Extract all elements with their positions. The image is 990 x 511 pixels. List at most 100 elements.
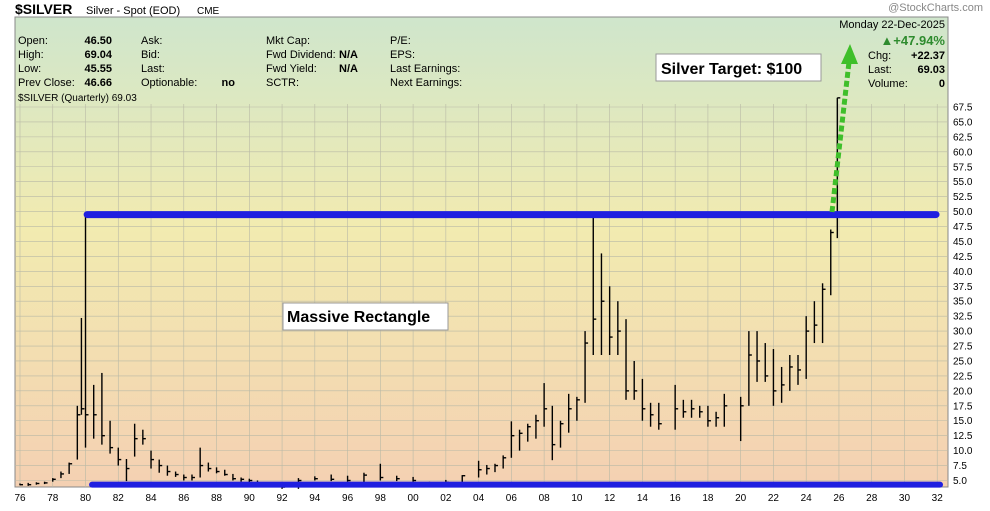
x-tick-label: 12 — [604, 493, 616, 504]
price-bar — [199, 447, 204, 478]
price-bar — [158, 459, 163, 473]
y-tick-label: 50.0 — [953, 207, 973, 218]
info-value: no — [222, 77, 236, 89]
massive-rectangle-label: Massive Rectangle — [287, 309, 430, 326]
y-tick-label: 67.5 — [953, 103, 973, 114]
x-tick-label: 24 — [801, 493, 813, 504]
x-tick-label: 08 — [539, 493, 551, 504]
price-bar — [576, 396, 580, 421]
price-bar — [19, 483, 23, 486]
price-bar — [707, 405, 711, 427]
y-tick-label: 65.0 — [953, 117, 973, 128]
price-bar — [772, 349, 777, 406]
info-label: Last Earnings: — [390, 63, 460, 75]
price-bar — [551, 405, 556, 461]
price-bar — [625, 319, 630, 400]
y-tick-label: 17.5 — [953, 401, 973, 412]
price-bar — [633, 360, 638, 400]
x-tick-label: 20 — [735, 493, 747, 504]
price-bar — [748, 331, 752, 406]
x-tick-label: 00 — [408, 493, 420, 504]
price-bar — [543, 383, 548, 427]
price-bar — [76, 405, 81, 460]
y-tick-label: 35.0 — [953, 297, 973, 308]
x-axis: 76 78 80 82 84 86 88 90 92 94 96 98 00 02 04 06 08 10 12 14… — [14, 493, 943, 504]
target-annotation: Silver Target: $100 — [655, 53, 822, 82]
price-bar — [764, 343, 769, 382]
price-bar — [559, 420, 564, 448]
instrument-name: Silver - Spot (EOD) — [86, 5, 180, 17]
x-tick-label: 98 — [375, 493, 387, 504]
price-bar — [60, 471, 64, 479]
y-tick-label: 20.0 — [953, 386, 973, 397]
price-bar — [80, 317, 85, 415]
price-bar — [584, 331, 589, 403]
price-bar — [600, 253, 605, 356]
x-tick-label: 32 — [932, 493, 944, 504]
price-bar — [191, 474, 195, 481]
x-tick-label: 76 — [14, 493, 26, 504]
y-axis: 5.0 7.5 10.0 12.5 15.0 17.5 20.0 22.5 25.0 27.5 30… — [953, 103, 973, 488]
price-bar — [617, 301, 621, 356]
exchange-label: CME — [197, 6, 220, 17]
price-bar — [166, 465, 171, 476]
price-bar — [150, 450, 155, 469]
x-tick-label: 88 — [211, 493, 223, 504]
y-tick-label: 62.5 — [953, 132, 973, 143]
watermark: @StockCharts.com — [888, 2, 983, 14]
price-bar — [52, 478, 56, 482]
change-percent: ▲+47.94% — [880, 33, 945, 48]
price-bars — [19, 97, 841, 489]
right-info-value: 69.03 — [917, 64, 945, 76]
symbol-label: $SILVER — [15, 1, 72, 17]
y-tick-label: 25.0 — [953, 356, 973, 367]
date-line: Monday 22-Dec-2025 — [839, 19, 945, 31]
y-tick-label: 10.0 — [953, 446, 973, 457]
info-value: 69.04 — [84, 49, 112, 61]
info-label: Optionable: — [141, 77, 197, 89]
x-tick-label: 86 — [178, 493, 190, 504]
y-tick-label: 52.5 — [953, 192, 973, 203]
price-bar — [396, 475, 400, 482]
info-label: EPS: — [390, 49, 415, 61]
info-label: Open: — [18, 35, 48, 47]
x-tick-label: 92 — [277, 493, 289, 504]
price-bar — [789, 355, 793, 391]
info-value: 46.50 — [84, 35, 112, 47]
rectangle-lines — [83, 211, 943, 488]
y-tick-label: 47.5 — [953, 222, 973, 233]
price-bar — [723, 393, 728, 427]
x-tick-label: 02 — [440, 493, 452, 504]
price-bar — [641, 378, 646, 421]
info-panel: Open: 46.50 Ask: Mkt Cap: P/E: High: 69.04 Bid:… — [18, 35, 462, 89]
target-arrow — [829, 44, 858, 213]
price-bar — [674, 384, 679, 430]
x-tick-label: 78 — [47, 493, 59, 504]
price-bar — [240, 477, 245, 482]
price-bar — [739, 396, 744, 442]
price-bar — [35, 482, 40, 485]
right-info-value: +22.37 — [911, 50, 945, 62]
price-bar — [494, 463, 498, 473]
right-info-label: Volume: — [868, 78, 908, 90]
price-bar — [207, 462, 212, 472]
price-bar — [658, 402, 662, 430]
x-tick-label: 94 — [309, 493, 321, 504]
info-label: Bid: — [141, 49, 160, 61]
price-bar — [477, 460, 482, 478]
price-bar — [592, 214, 597, 356]
price-bar — [174, 471, 179, 477]
price-bar — [215, 467, 220, 474]
price-bar — [68, 462, 73, 474]
price-bar — [527, 423, 531, 442]
right-info-label: Last: — [868, 64, 892, 76]
price-bar — [486, 464, 490, 475]
target-label: Silver Target: $100 — [661, 61, 802, 78]
x-tick-label: 04 — [473, 493, 485, 504]
price-bar — [821, 283, 826, 344]
y-tick-label: 57.5 — [953, 162, 973, 173]
price-bar — [690, 399, 695, 418]
y-tick-label: 40.0 — [953, 267, 973, 278]
price-bar — [84, 214, 89, 448]
price-bar — [133, 423, 138, 457]
